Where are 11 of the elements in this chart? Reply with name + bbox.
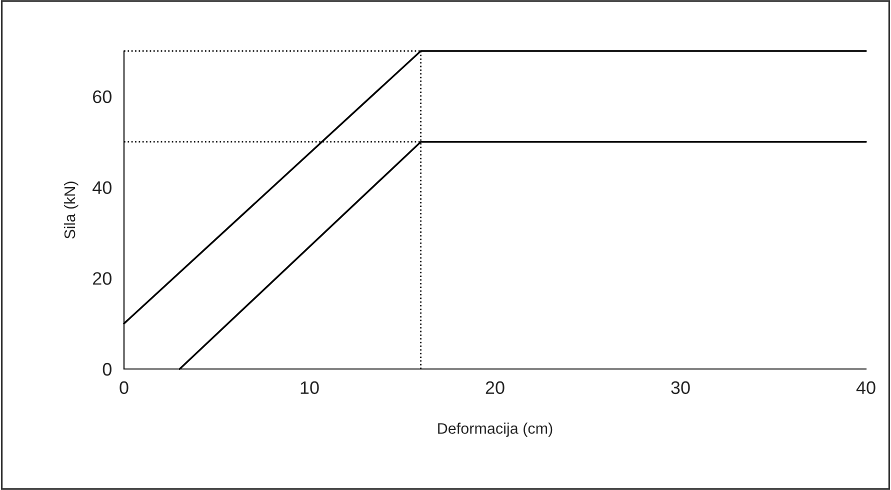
x-tick-label: 40 [856, 381, 876, 394]
x-tick-label: 20 [486, 381, 504, 394]
x-tick-label: 0 [120, 381, 128, 394]
x-axis-title: Deformacija (cm) [438, 422, 552, 437]
y-tick-label: 0 [102, 362, 112, 376]
y-tick-label: 20 [93, 272, 112, 285]
x-tick-label: 10 [300, 381, 319, 394]
y-tick-label: 60 [93, 90, 112, 104]
x-tick-label: 30 [671, 381, 690, 394]
y-axis-title: Sila (kN) [64, 182, 78, 239]
y-tick-label: 40 [92, 181, 112, 194]
